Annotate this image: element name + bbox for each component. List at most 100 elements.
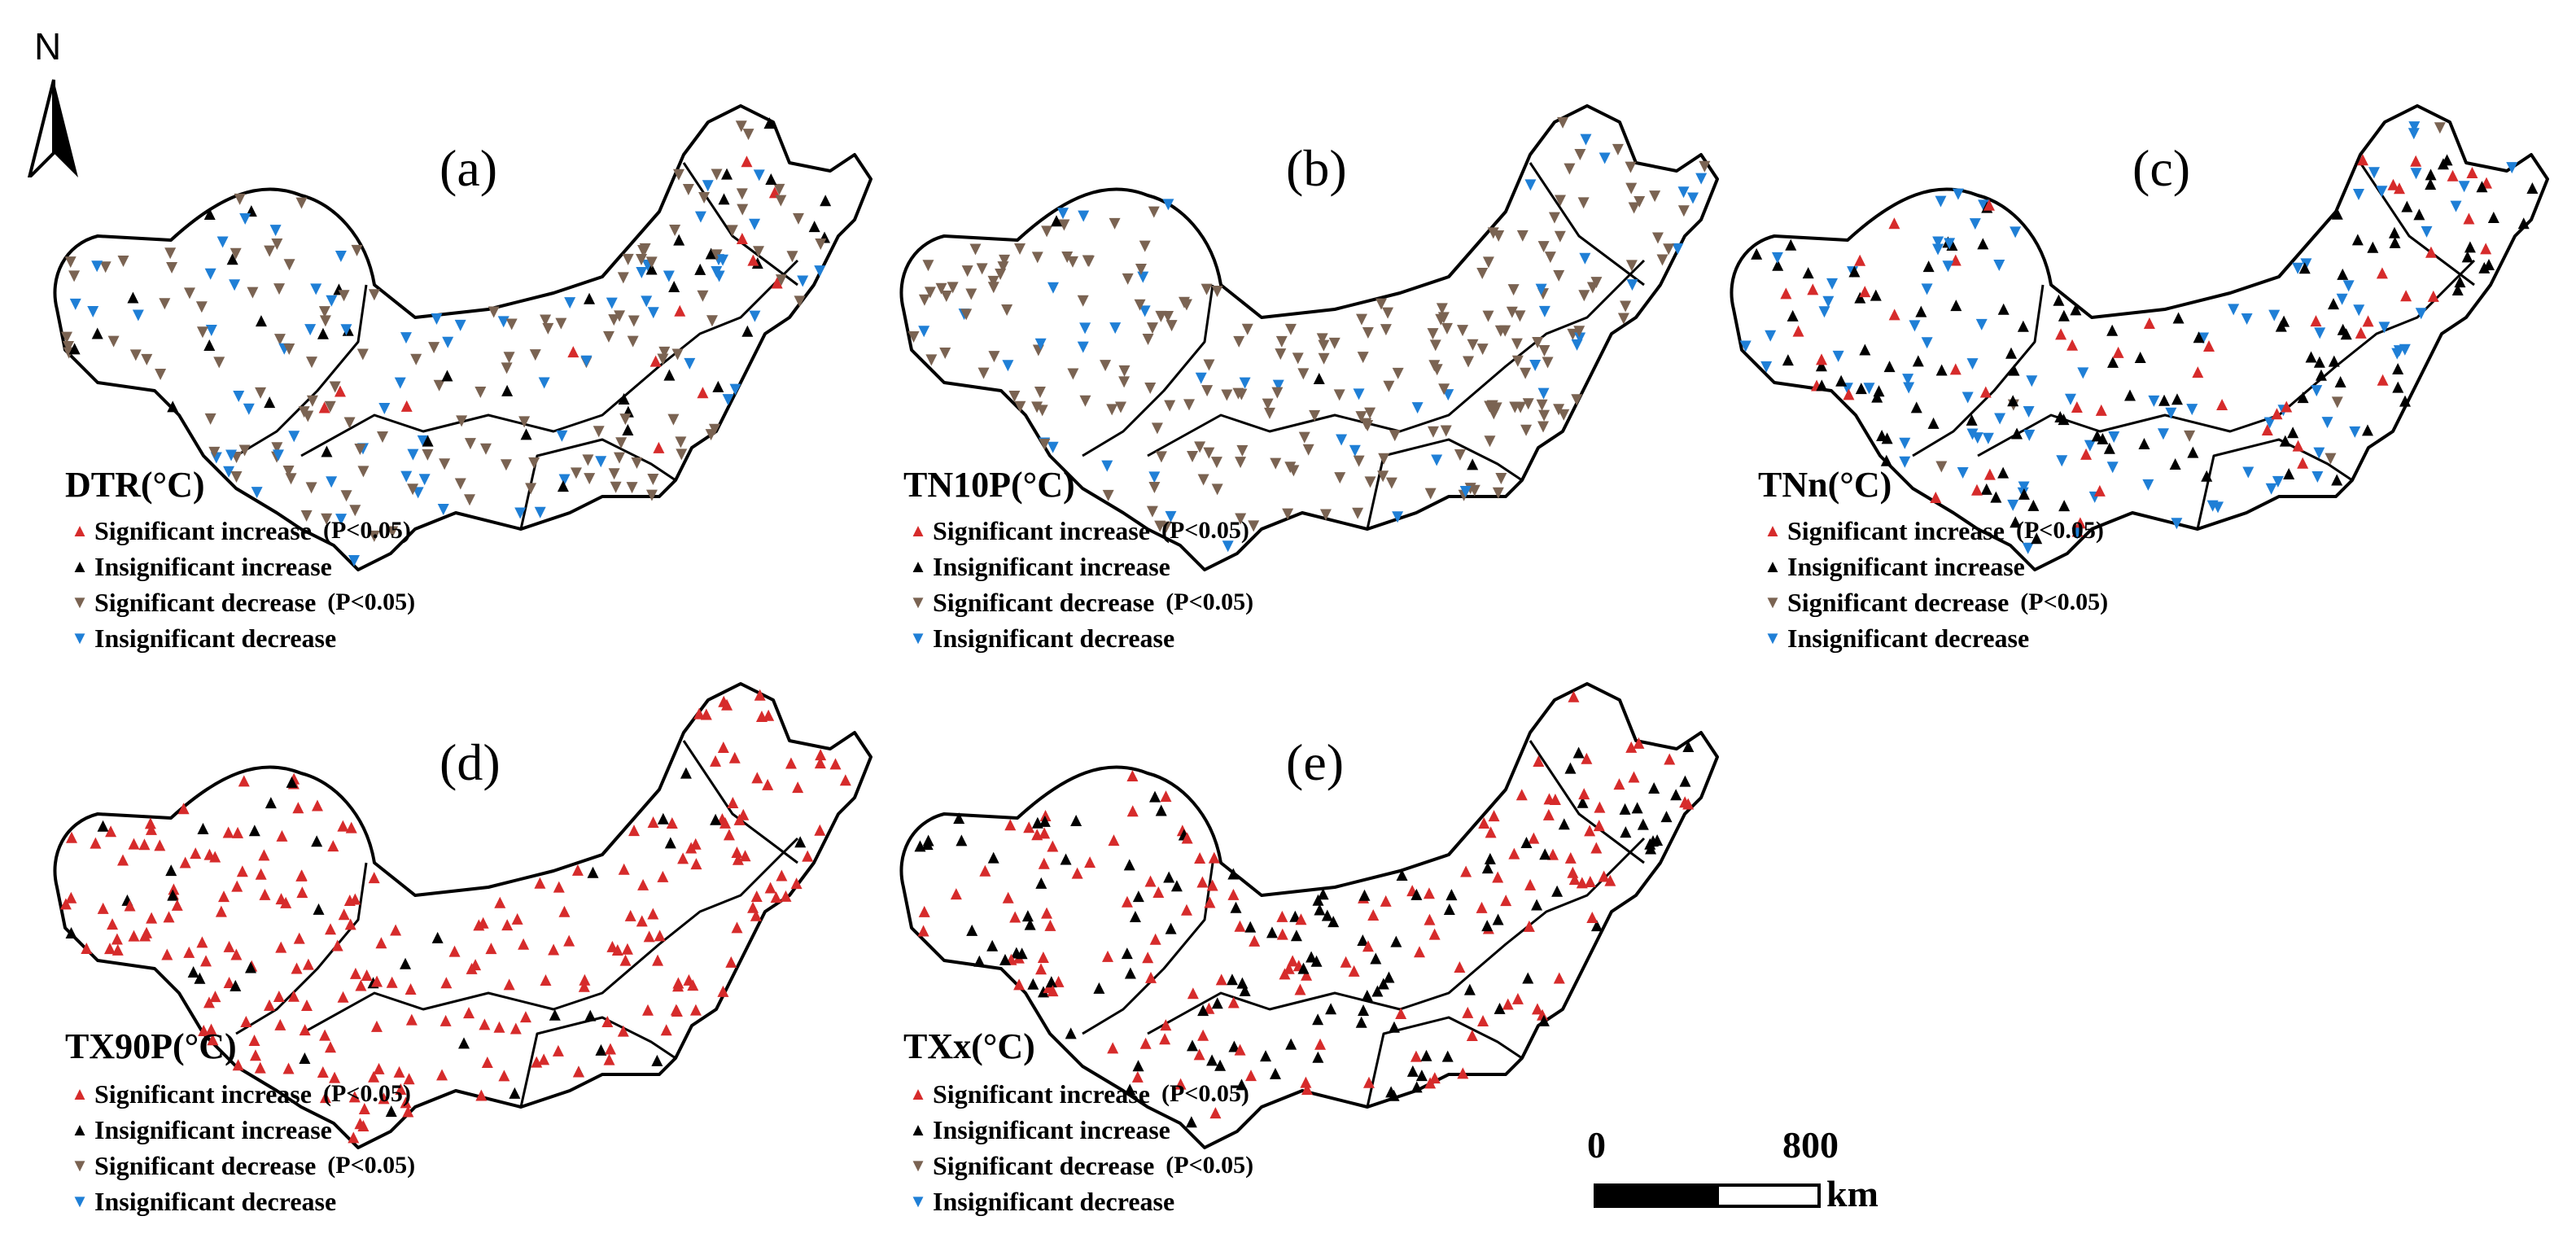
- station-marker-ins-inc: [1880, 454, 1892, 466]
- station-marker-sig-inc: [183, 946, 195, 958]
- station-marker-sig-inc: [171, 899, 183, 911]
- station-marker-ins-inc: [1124, 1083, 1136, 1096]
- station-marker-ins-inc: [2005, 347, 2018, 359]
- station-marker-ins-inc: [694, 263, 706, 275]
- station-marker-sig-dec: [940, 291, 952, 303]
- station-marker-sig-dec: [1493, 230, 1505, 242]
- station-marker-sig-inc: [647, 816, 659, 829]
- station-marker-sig-dec: [1558, 409, 1570, 421]
- station-marker-sig-inc: [1208, 851, 1220, 864]
- station-marker-sig-inc: [1983, 468, 1996, 480]
- station-marker-sig-dec: [1270, 457, 1282, 470]
- station-marker-sig-dec: [2325, 453, 2337, 465]
- station-marker-sig-dec: [737, 203, 749, 216]
- station-marker-sig-inc: [448, 945, 461, 957]
- station-marker-sig-inc: [405, 1013, 418, 1026]
- station-marker-ins-dec: [2071, 527, 2084, 540]
- station-marker-ins-dec: [2268, 309, 2281, 322]
- station-marker-sig-dec: [1271, 387, 1284, 399]
- station-marker-sig-inc: [674, 304, 686, 317]
- station-marker-ins-inc: [794, 836, 807, 848]
- station-marker-ins-inc: [1494, 1002, 1506, 1014]
- legend-item-sig-inc: ▲ Significant increase (P<0.05): [903, 1076, 1253, 1112]
- station-marker-sig-inc: [2216, 398, 2228, 410]
- station-marker-ins-dec: [2056, 455, 2068, 467]
- station-marker-sig-dec: [1248, 520, 1260, 532]
- station-marker-ins-inc: [1915, 305, 1927, 317]
- station-marker-sig-dec: [775, 195, 787, 207]
- station-marker-sig-inc: [1002, 891, 1014, 903]
- station-marker-ins-inc: [953, 812, 965, 825]
- station-marker-ins-inc: [741, 325, 754, 337]
- station-marker-ins-dec: [753, 169, 765, 182]
- station-marker-sig-dec: [1494, 325, 1507, 337]
- map-b: [899, 104, 1719, 571]
- station-marker-sig-inc: [317, 1065, 329, 1078]
- station-marker-ins-inc: [1679, 775, 1691, 787]
- station-marker-sig-inc: [653, 441, 665, 453]
- station-marker-sig-inc: [209, 991, 221, 1003]
- station-marker-ins-inc: [2018, 488, 2030, 500]
- station-marker-ins-inc: [1670, 789, 1682, 801]
- station-marker-ins-inc: [1966, 413, 1978, 426]
- station-marker-sig-inc: [511, 912, 523, 925]
- station-marker-sig-dec: [671, 348, 684, 361]
- panel-label-e: (e): [1286, 733, 1345, 791]
- station-marker-sig-dec: [627, 335, 639, 348]
- station-marker-sig-dec: [1484, 435, 1496, 448]
- station-marker-ins-inc: [2287, 427, 2299, 439]
- station-marker-sig-dec: [969, 243, 982, 256]
- station-marker-ins-inc: [2297, 392, 2309, 404]
- station-marker-ins-dec: [1932, 236, 1944, 248]
- station-marker-sig-dec: [1079, 395, 1091, 407]
- station-marker-sig-inc: [747, 254, 759, 266]
- station-marker-sig-dec: [1625, 182, 1638, 195]
- station-marker-ins-inc: [1226, 973, 1238, 986]
- station-marker-ins-inc: [1751, 247, 1763, 260]
- station-marker-ins-dec: [326, 295, 338, 307]
- station-marker-ins-inc: [1010, 947, 1022, 959]
- station-marker-sig-inc: [494, 896, 506, 908]
- station-marker-ins-inc: [2103, 442, 2115, 454]
- station-marker-ins-inc: [1358, 889, 1371, 901]
- station-marker-ins-dec: [1695, 173, 1708, 185]
- panel-a: (a) DTR(°C) ▲ Significant increase (P<0.05…: [33, 73, 887, 659]
- station-marker-sig-dec: [505, 318, 518, 330]
- station-marker-sig-dec: [1100, 360, 1112, 372]
- station-marker-sig-inc: [59, 898, 72, 910]
- station-marker-ins-inc: [763, 117, 776, 129]
- station-marker-sig-dec: [1201, 385, 1214, 397]
- station-marker-sig-inc: [2427, 290, 2439, 302]
- station-marker-sig-inc: [231, 880, 243, 892]
- station-marker-sig-inc: [337, 991, 349, 1003]
- station-marker-ins-inc: [1155, 804, 1167, 816]
- station-marker-sig-inc: [1523, 920, 1535, 932]
- station-marker-sig-dec: [1486, 400, 1498, 412]
- station-marker-ins-inc: [1785, 238, 1797, 251]
- station-marker-sig-inc: [2066, 339, 2079, 351]
- panel-label-c: (c): [2132, 139, 2191, 197]
- station-marker-sig-inc: [2376, 267, 2388, 279]
- station-marker-sig-dec: [204, 413, 216, 425]
- triangle-up-icon: ▲: [1764, 520, 1782, 540]
- triangle-up-icon: ▲: [1764, 556, 1782, 576]
- station-marker-ins-dec: [310, 283, 322, 295]
- station-marker-sig-inc: [65, 891, 77, 903]
- station-marker-sig-inc: [232, 826, 244, 838]
- triangle-down-icon: ▼: [1764, 592, 1782, 612]
- station-marker-sig-inc: [1410, 1050, 1422, 1062]
- station-marker-ins-dec: [1899, 456, 1911, 468]
- station-marker-sig-inc: [1528, 832, 1540, 844]
- station-marker-sig-dec: [1437, 312, 1450, 324]
- station-marker-ins-inc: [1441, 1050, 1454, 1062]
- station-marker-sig-inc: [1121, 895, 1133, 908]
- station-marker-sig-dec: [1263, 407, 1275, 419]
- scale-bar: 0 800 km: [1587, 1123, 1878, 1221]
- station-marker-sig-inc: [344, 918, 356, 930]
- station-marker-ins-inc: [2058, 500, 2071, 512]
- station-marker-sig-inc: [802, 850, 814, 862]
- station-marker-sig-dec: [464, 438, 476, 450]
- station-marker-ins-inc: [922, 834, 934, 847]
- station-marker-ins-inc: [2367, 241, 2379, 253]
- legend-item-sig-inc: ▲ Significant increase (P<0.05): [1758, 513, 2108, 549]
